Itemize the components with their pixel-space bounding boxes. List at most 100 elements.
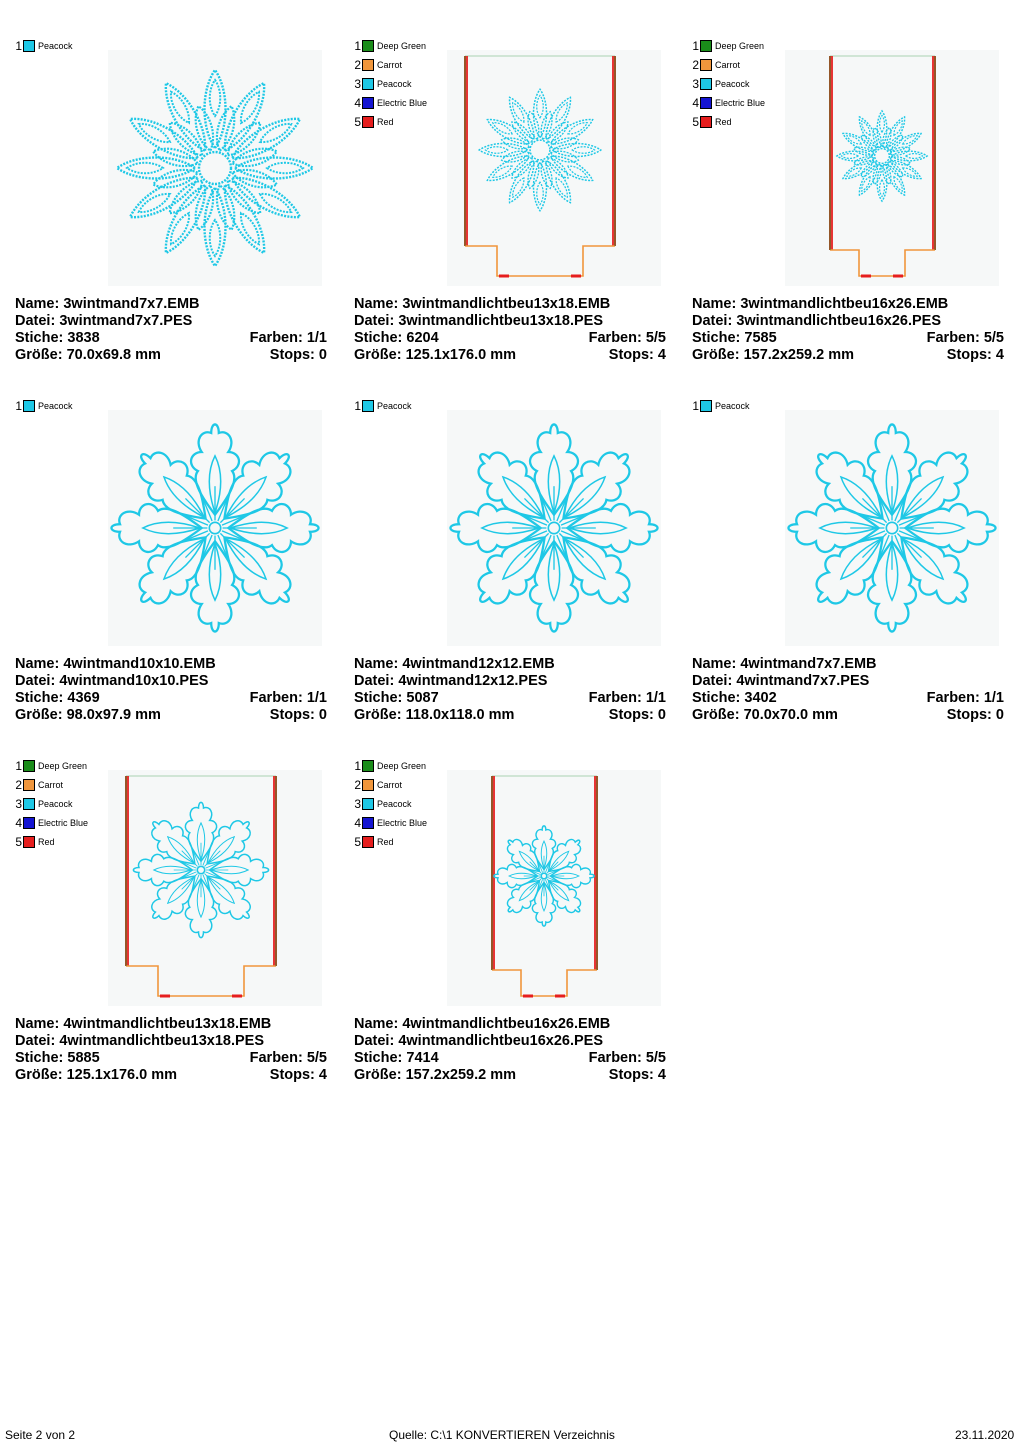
size-value: 125.1x176.0 mm: [405, 347, 517, 363]
thread-color-row: 1 Peacock: [354, 396, 411, 415]
thread-color-legend: 1 Peacock: [15, 36, 73, 55]
size-label: Größe:: [15, 1067, 63, 1083]
info-row: Name: 4wintmandlichtbeu13x18.EMB: [15, 1016, 327, 1033]
info-row: Name: 4wintmand7x7.EMB: [692, 656, 1004, 673]
name-value: 4wintmand12x12.EMB: [402, 656, 555, 672]
print-date: 23.11.2020: [955, 1428, 1015, 1442]
thread-color-name: Electric Blue: [377, 97, 428, 108]
colors-label: Farben:: [588, 330, 642, 346]
size-label: Größe:: [15, 347, 63, 363]
size-value: 157.2x259.2 mm: [405, 1067, 517, 1083]
stops-field: Stops: 4: [947, 347, 1004, 364]
color-swatch: [23, 816, 35, 829]
stitches-field: Stiche: 7585: [692, 330, 777, 347]
file-label: Datei:: [692, 313, 733, 329]
colors-label: Farben:: [249, 330, 303, 346]
thread-color-row: 1 Peacock: [15, 396, 72, 415]
color-swatch: [362, 96, 374, 109]
size-label: Größe:: [354, 1067, 402, 1083]
stops-field: Stops: 0: [609, 707, 666, 724]
file-field: Datei: 4wintmand7x7.PES: [692, 673, 869, 690]
design-info: Name: 3wintmandlichtbeu16x26.EMB Datei: 3…: [692, 296, 1004, 364]
thread-number: 2: [354, 57, 361, 72]
file-field: Datei: 3wintmandlichtbeu16x26.PES: [692, 313, 941, 330]
info-row: Datei: 4wintmand10x10.PES: [15, 673, 327, 690]
stitches-label: Stiche:: [354, 330, 403, 346]
colors-value: 5/5: [645, 330, 666, 346]
color-swatch: [700, 399, 712, 412]
thread-color-legend: 1 Peacock: [15, 396, 72, 415]
color-swatch: [23, 759, 35, 772]
stops-field: Stops: 4: [270, 1067, 327, 1084]
stitches-field: Stiche: 6204: [354, 330, 439, 347]
size-field: Größe: 125.1x176.0 mm: [15, 1067, 177, 1084]
stitches-label: Stiche:: [15, 690, 64, 706]
color-swatch: [362, 835, 374, 848]
file-field: Datei: 4wintmandlichtbeu13x18.PES: [15, 1033, 264, 1050]
colors-field: Farben: 1/1: [250, 690, 327, 707]
thread-color-row: 1 Deep Green: [354, 756, 427, 775]
info-row: Name: 4wintmand10x10.EMB: [15, 656, 327, 673]
thread-color-row: 3 Peacock: [354, 794, 427, 813]
thread-color-row: 2 Carrot: [15, 775, 88, 794]
page-number: Seite 2 von 2: [5, 1428, 76, 1442]
thread-color-legend: 1 Deep Green 2 Carrot 3 Peacock 4 Electric Blue…: [354, 36, 427, 131]
design-card: 1 Deep Green 2 Carrot 3 Peacock 4 Electric Blue…: [685, 28, 1004, 373]
size-value: 125.1x176.0 mm: [66, 1067, 178, 1083]
name-label: Name:: [692, 656, 737, 672]
thread-number: 4: [354, 815, 361, 830]
thread-number: 1: [15, 398, 22, 413]
name-value: 4wintmandlichtbeu13x18.EMB: [63, 1016, 272, 1032]
thread-color-row: 3 Peacock: [692, 74, 765, 93]
thread-color-name: Red: [38, 836, 55, 847]
color-swatch: [700, 115, 712, 128]
stitches-label: Stiche:: [692, 690, 741, 706]
name-field: Name: 4wintmandlichtbeu13x18.EMB: [15, 1016, 271, 1033]
thread-color-row: 3 Peacock: [354, 74, 427, 93]
info-row: Datei: 3wintmandlichtbeu16x26.PES: [692, 313, 1004, 330]
design-info: Name: 4wintmand12x12.EMB Datei: 4wintmand…: [354, 656, 666, 724]
size-label: Größe:: [354, 707, 402, 723]
stops-value: 4: [657, 347, 666, 363]
name-field: Name: 3wintmandlichtbeu16x26.EMB: [692, 296, 948, 313]
thread-color-row: 3 Peacock: [15, 794, 88, 813]
thread-color-name: Electric Blue: [377, 817, 428, 828]
file-value: 4wintmandlichtbeu16x26.PES: [398, 1033, 604, 1049]
design-info: Name: 4wintmandlichtbeu16x26.EMB Datei: 4…: [354, 1016, 666, 1084]
thread-color-legend: 1 Deep Green 2 Carrot 3 Peacock 4 Electric Blue…: [354, 756, 427, 851]
info-row: Größe: 125.1x176.0 mm Stops: 4: [354, 347, 666, 364]
thread-color-name: Carrot: [38, 779, 64, 790]
info-row: Größe: 70.0x70.0 mm Stops: 0: [692, 707, 1004, 724]
design-card: 1 Deep Green 2 Carrot 3 Peacock 4 Electric Blue…: [347, 28, 666, 373]
colors-value: 5/5: [306, 1050, 327, 1066]
thread-number: 1: [354, 758, 361, 773]
name-label: Name:: [354, 1016, 399, 1032]
size-field: Größe: 157.2x259.2 mm: [692, 347, 854, 364]
thread-number: 4: [354, 95, 361, 110]
thread-number: 1: [692, 38, 699, 53]
thread-color-name: Peacock: [38, 40, 73, 51]
thread-color-name: Red: [377, 836, 394, 847]
thread-color-name: Red: [715, 116, 732, 127]
name-label: Name:: [15, 1016, 60, 1032]
name-value: 3wintmand7x7.EMB: [63, 296, 200, 312]
stops-field: Stops: 4: [609, 347, 666, 364]
size-value: 70.0x69.8 mm: [66, 347, 161, 363]
design-info: Name: 3wintmand7x7.EMB Datei: 3wintmand7x…: [15, 296, 327, 364]
embroidery-preview: [785, 410, 999, 646]
info-row: Datei: 4wintmand12x12.PES: [354, 673, 666, 690]
name-label: Name:: [15, 656, 60, 672]
thread-number: 4: [692, 95, 699, 110]
name-value: 4wintmand10x10.EMB: [63, 656, 216, 672]
stops-value: 4: [318, 1067, 327, 1083]
info-row: Name: 4wintmandlichtbeu16x26.EMB: [354, 1016, 666, 1033]
file-label: Datei:: [692, 673, 733, 689]
thread-color-row: 4 Electric Blue: [15, 813, 88, 832]
file-value: 4wintmand7x7.PES: [736, 673, 870, 689]
thread-color-row: 2 Carrot: [354, 775, 427, 794]
file-field: Datei: 3wintmandlichtbeu13x18.PES: [354, 313, 603, 330]
stitches-value: 3838: [67, 330, 100, 346]
size-label: Größe:: [692, 347, 740, 363]
file-label: Datei:: [15, 673, 56, 689]
info-row: Datei: 4wintmand7x7.PES: [692, 673, 1004, 690]
